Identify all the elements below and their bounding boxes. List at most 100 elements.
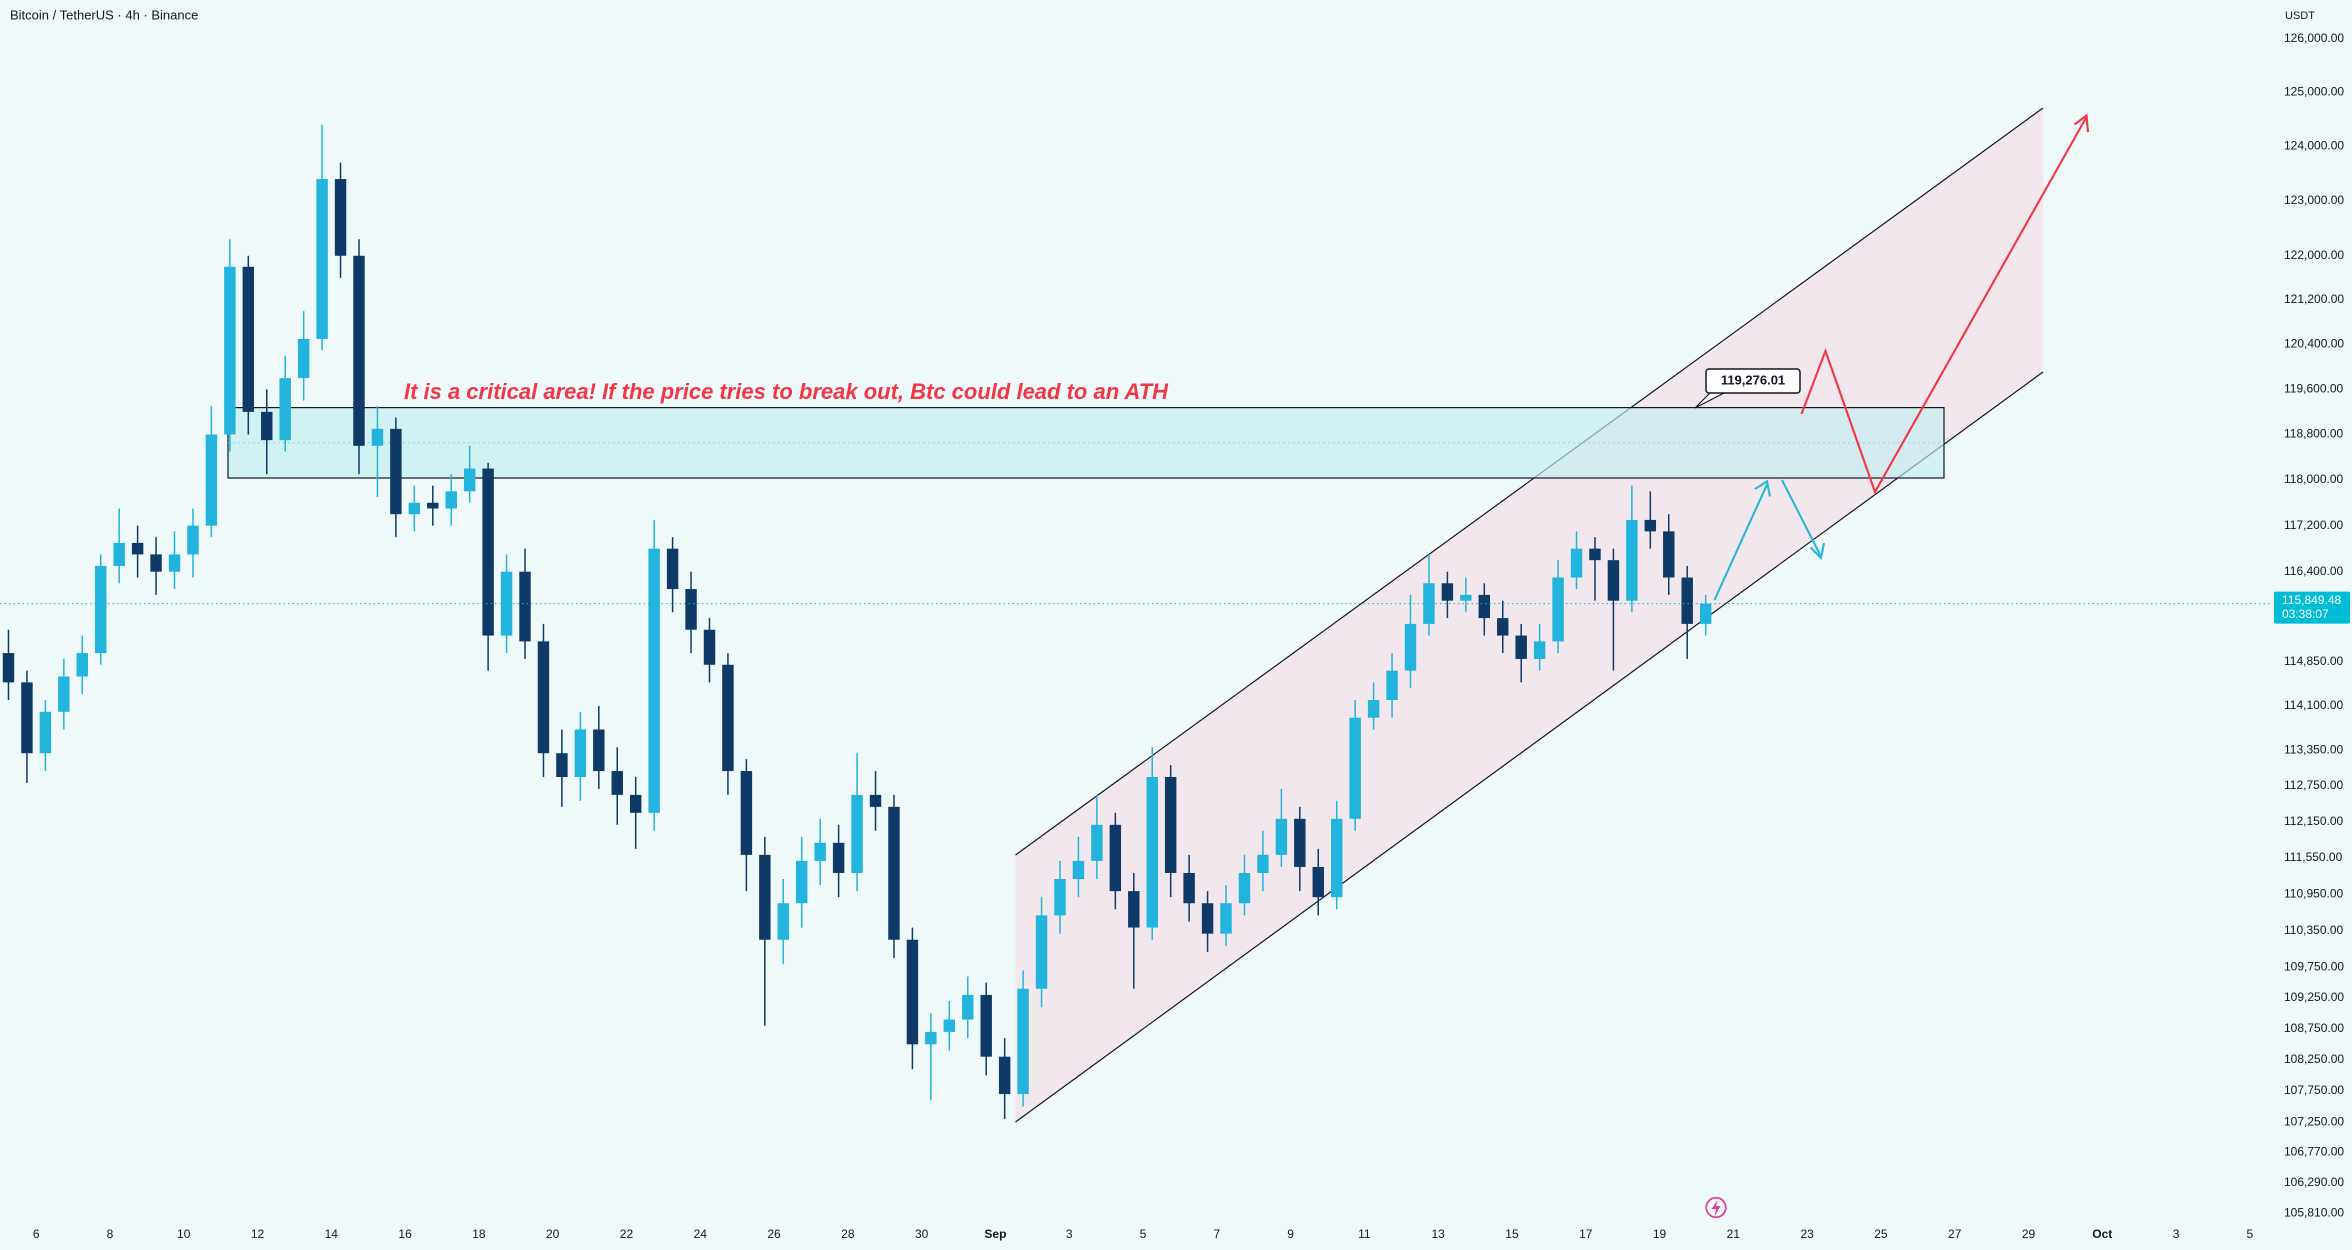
candle-body — [1146, 776, 1158, 928]
callout-pointer — [1694, 392, 1725, 409]
candle-body — [1589, 548, 1601, 561]
candle-body — [1054, 879, 1066, 916]
x-tick-label: 19 — [1653, 1227, 1667, 1241]
candle-body — [187, 525, 199, 555]
candle-body — [1663, 531, 1675, 578]
x-tick-label: 24 — [694, 1227, 708, 1241]
y-tick-label: 120,400.00 — [2284, 337, 2344, 351]
candle-body — [1681, 577, 1693, 624]
candle-body — [906, 939, 919, 1045]
alert-icon[interactable] — [1705, 1196, 1727, 1219]
x-tick-label: 13 — [1431, 1227, 1445, 1241]
price-axis — [2272, 0, 2352, 1250]
y-tick-label: 121,200.00 — [2284, 292, 2344, 306]
y-tick-label: 124,000.00 — [2284, 139, 2344, 153]
candle-body — [1699, 603, 1712, 624]
y-tick-label: 111,550.00 — [2284, 850, 2343, 864]
y-tick-label: 112,150.00 — [2284, 814, 2343, 828]
channel-upper — [1015, 107, 2044, 856]
candle-body — [1257, 854, 1269, 873]
x-tick-label: 10 — [177, 1227, 191, 1241]
x-tick-label: 20 — [546, 1227, 560, 1241]
candle-body — [685, 589, 697, 630]
y-tick-label: 108,250.00 — [2284, 1052, 2344, 1066]
candle-body — [1460, 594, 1472, 601]
candle-body — [666, 548, 679, 590]
x-tick-label: 29 — [2022, 1227, 2036, 1241]
y-tick-label: 117,200.00 — [2284, 518, 2343, 532]
y-tick-label: 105,810.00 — [2284, 1205, 2344, 1219]
x-tick-label: 5 — [2247, 1227, 2254, 1241]
currency-label: USDT — [2285, 10, 2315, 22]
plot — [2, 124, 1945, 1120]
candle-body — [95, 565, 107, 654]
candle-body — [1220, 903, 1232, 934]
x-tick-label: 5 — [1140, 1227, 1147, 1241]
candle-body — [279, 378, 291, 441]
candle-body — [814, 842, 826, 861]
y-tick-label: 106,770.00 — [2284, 1145, 2344, 1159]
candle-body — [316, 179, 328, 339]
candle-body — [1404, 623, 1417, 671]
callout-label: 119,276.01 — [1721, 372, 1785, 387]
candle-body — [1441, 583, 1454, 601]
x-tick-label: Sep — [984, 1227, 1006, 1241]
y-tick-label: 110,350.00 — [2284, 923, 2343, 937]
candle-body — [1367, 700, 1380, 718]
candle-body — [980, 994, 992, 1057]
candle-body — [869, 794, 882, 807]
y-tick-label: 108,750.00 — [2284, 1021, 2344, 1035]
candle-body — [611, 771, 623, 795]
arrow-head — [2073, 113, 2090, 133]
blue-arrow-up — [1713, 484, 1768, 601]
x-tick-label: 26 — [767, 1227, 781, 1241]
y-tick-label: 119,600.00 — [2284, 382, 2343, 396]
arrow-head — [1809, 542, 1826, 561]
candle-body — [463, 468, 476, 492]
candle-body — [537, 641, 550, 754]
candle-body — [648, 548, 660, 813]
candle-body — [629, 794, 642, 813]
candle-body — [574, 729, 587, 777]
candle-body — [943, 1019, 956, 1032]
candle-body — [242, 266, 255, 412]
chart-title: Bitcoin / TetherUS · 4h · Binance — [10, 7, 198, 22]
candle-body — [1478, 594, 1491, 619]
candle-body — [21, 682, 33, 754]
y-tick-label: 123,000.00 — [2284, 193, 2344, 207]
last-price-label: 115,849.48 — [2282, 593, 2341, 607]
channel-fill — [1015, 108, 2043, 1122]
y-tick-label: 126,000.00 — [2284, 31, 2344, 45]
x-tick-label: 17 — [1579, 1227, 1593, 1241]
candle-body — [832, 842, 845, 873]
candle-body — [334, 179, 347, 256]
candle-body — [998, 1056, 1011, 1095]
x-tick-label: 23 — [1800, 1227, 1814, 1241]
candle-body — [1330, 818, 1343, 898]
x-tick-label: 3 — [2173, 1227, 2180, 1241]
y-tick-label: 114,850.00 — [2284, 654, 2343, 668]
candle-body — [1017, 988, 1029, 1095]
arrows — [1705, 113, 2090, 1219]
candle-body — [962, 994, 974, 1020]
y-tick-label: 109,250.00 — [2284, 990, 2344, 1004]
candle-body — [224, 266, 236, 435]
x-tick-label: 6 — [33, 1227, 40, 1241]
x-tick-label: 25 — [1874, 1227, 1888, 1241]
candle-body — [1035, 915, 1048, 989]
arrow-head — [1754, 479, 1772, 497]
candle-body — [1294, 818, 1306, 867]
x-tick-label: 30 — [915, 1227, 929, 1241]
callout-box — [1705, 368, 1801, 394]
candle-body — [759, 854, 771, 940]
y-tick-label: 116,400.00 — [2284, 564, 2343, 578]
drawings — [1015, 107, 2044, 1123]
candle-body — [500, 571, 513, 636]
x-tick-label: 11 — [1358, 1227, 1371, 1241]
candle-body — [150, 554, 162, 572]
candle-body — [1312, 866, 1324, 898]
candle-body — [482, 468, 494, 636]
x-tick-label: 8 — [107, 1227, 114, 1241]
candle-body — [1201, 903, 1214, 934]
